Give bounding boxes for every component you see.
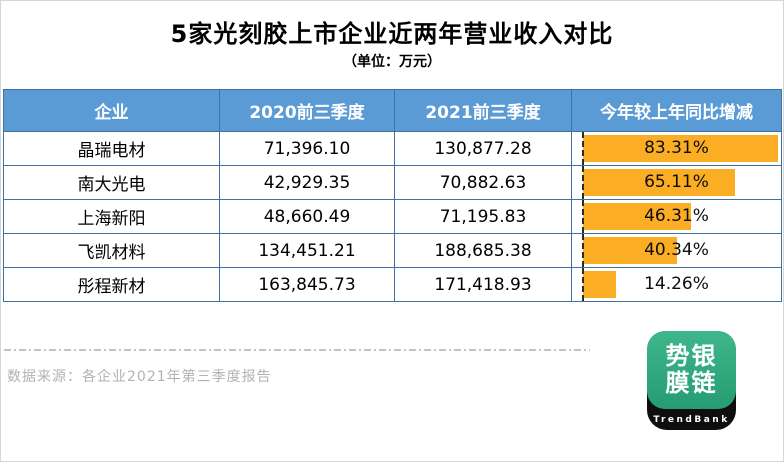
growth-baseline-dashed-line [582, 132, 584, 165]
revenue-2020-cell: 71,396.10 [219, 131, 395, 166]
table-header-row: 企业 2020前三季度 2021前三季度 今年较上年同比增减 [3, 89, 782, 132]
revenue-2020-cell: 42,929.35 [219, 165, 395, 200]
growth-cell: 65.11% [571, 165, 782, 200]
growth-percent-label: 40.34% [644, 240, 709, 260]
logo-caption: TrendBank [653, 415, 730, 425]
page-subtitle: （单位：万元） [343, 54, 441, 70]
revenue-2021-cell: 70,882.63 [394, 165, 572, 200]
growth-cell: 14.26% [571, 267, 782, 302]
company-cell: 彤程新材 [3, 267, 220, 302]
growth-bar [583, 271, 617, 298]
growth-baseline-dashed-line [582, 166, 584, 199]
logo-text-line2: 膜链 [665, 369, 718, 397]
growth-baseline-dashed-line [582, 268, 584, 301]
page-title: 5家光刻胶上市企业近两年营业收入对比 [170, 20, 614, 48]
growth-bar [583, 237, 678, 264]
revenue-2020-cell: 48,660.49 [219, 199, 395, 234]
revenue-2021-cell: 130,877.28 [394, 131, 572, 166]
column-header-company: 企业 [3, 89, 220, 132]
revenue-2020-cell: 163,845.73 [219, 267, 395, 302]
growth-percent-label: 83.31% [644, 138, 709, 158]
revenue-2021-cell: 71,195.83 [394, 199, 572, 234]
growth-percent-label: 65.11% [644, 172, 709, 192]
company-cell: 南大光电 [3, 165, 220, 200]
table-row: 上海新阳 48,660.49 71,195.83 46.31% [3, 199, 782, 234]
growth-cell: 46.31% [571, 199, 782, 234]
growth-bar [583, 203, 692, 230]
growth-bar [583, 169, 736, 196]
growth-bar [583, 135, 778, 162]
logo-text-line1: 势银 [665, 342, 718, 371]
growth-percent-label: 46.31% [644, 206, 709, 226]
company-cell: 飞凯材料 [3, 233, 220, 268]
trendbank-logo: 势银 膜链 TrendBank [647, 331, 736, 430]
table-row: 晶瑞电材 71,396.10 130,877.28 83.31% [3, 131, 782, 166]
source-note: 数据来源：各企业2021年第三季度报告 [7, 369, 272, 385]
company-cell: 上海新阳 [3, 199, 220, 234]
column-header-growth: 今年较上年同比增减 [571, 89, 782, 132]
column-header-2020: 2020前三季度 [219, 89, 395, 132]
revenue-2020-cell: 134,451.21 [219, 233, 395, 268]
revenue-comparison-table: 企业 2020前三季度 2021前三季度 今年较上年同比增减 晶瑞电材 71,39… [3, 89, 782, 302]
growth-cell: 40.34% [571, 233, 782, 268]
table-row: 南大光电 42,929.35 70,882.63 65.11% [3, 165, 782, 200]
table-row: 彤程新材 163,845.73 171,418.93 14.26% [3, 267, 782, 302]
growth-cell: 83.31% [571, 131, 782, 166]
revenue-2021-cell: 171,418.93 [394, 267, 572, 302]
trendbank-logo-mark: 势银 膜链 [647, 331, 736, 409]
table-body: 晶瑞电材 71,396.10 130,877.28 83.31% 南大光电 42,929.… [3, 131, 782, 302]
column-header-2021: 2021前三季度 [394, 89, 572, 132]
company-cell: 晶瑞电材 [3, 131, 220, 166]
growth-baseline-dashed-line [582, 234, 584, 267]
growth-baseline-dashed-line [582, 200, 584, 233]
revenue-2021-cell: 188,685.38 [394, 233, 572, 268]
growth-percent-label: 14.26% [644, 274, 709, 294]
table-row: 飞凯材料 134,451.21 188,685.38 40.34% [3, 233, 782, 268]
dash-dot-divider [4, 349, 590, 351]
table-header: 企业 2020前三季度 2021前三季度 今年较上年同比增减 [3, 89, 782, 132]
